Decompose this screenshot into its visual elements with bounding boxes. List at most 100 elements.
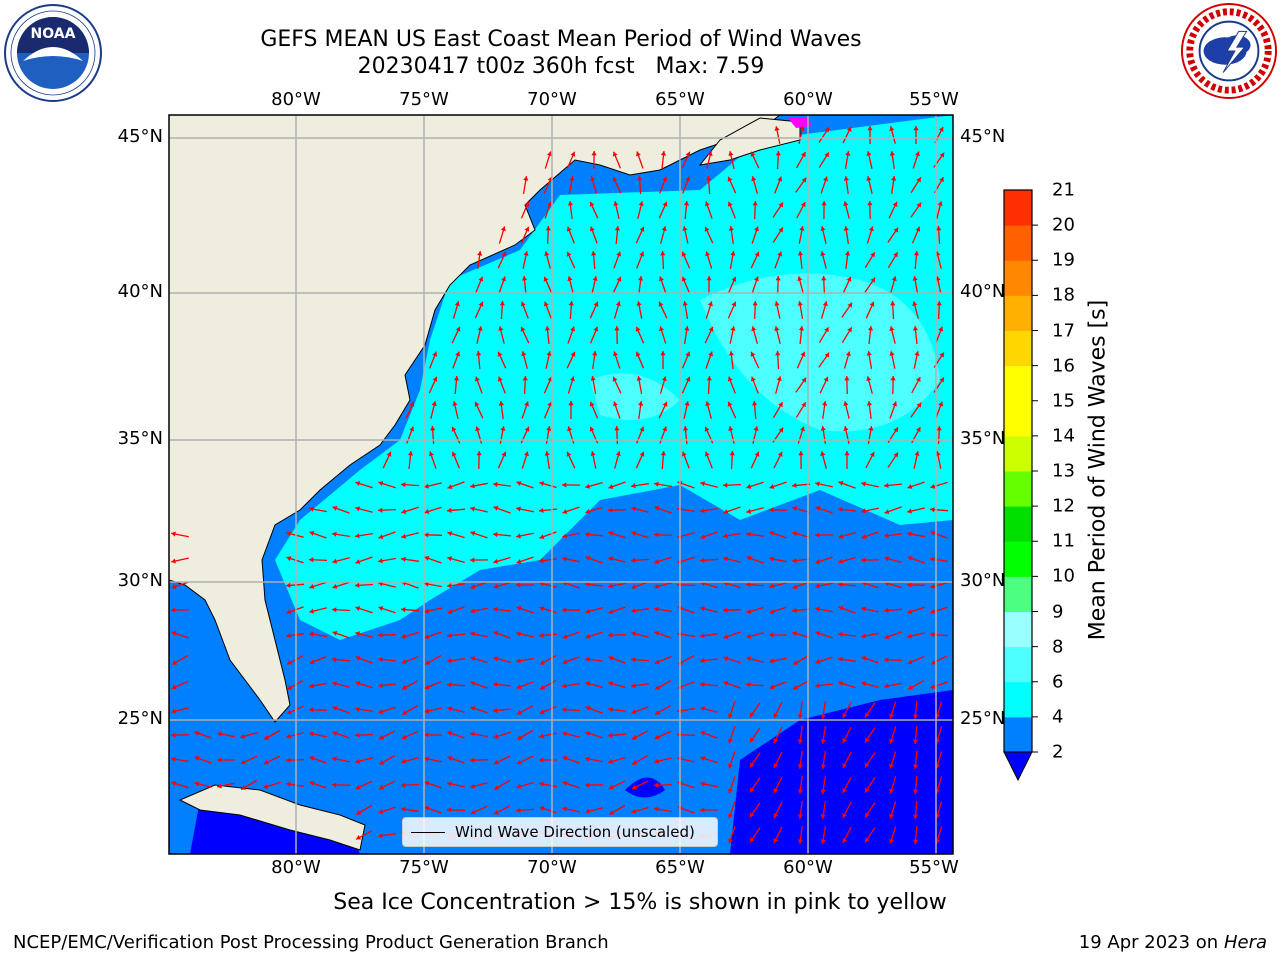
wind-arrow-head — [454, 301, 460, 307]
wind-arrow-head — [728, 426, 734, 432]
wind-arrow-head — [432, 351, 438, 357]
wind-arrow-head — [869, 301, 875, 307]
wind-arrow-head — [241, 785, 247, 790]
wind-arrow-head — [568, 401, 574, 406]
wind-arrow-head — [631, 557, 636, 563]
wind-arrow-head — [866, 351, 872, 356]
wind-arrow-head — [930, 632, 935, 638]
wind-arrow-head — [749, 812, 755, 818]
wind-arrow-head — [516, 559, 522, 564]
wind-arrow-head — [638, 276, 644, 281]
wind-arrow-head — [889, 738, 894, 744]
wind-arrow-head — [820, 814, 826, 819]
wind-arrow-head — [861, 606, 866, 612]
wind-arrow-head — [908, 685, 914, 690]
wind-arrow-head — [171, 584, 177, 589]
wind-arrow-head — [777, 176, 783, 182]
colorbar-cell — [1004, 225, 1032, 261]
wind-arrow-head — [608, 706, 613, 712]
wind-arrow-head — [820, 426, 826, 431]
wind-arrow-head — [935, 276, 941, 281]
lon-tick-bottom-80w: 80°W — [271, 857, 321, 878]
wind-arrow-head — [797, 739, 803, 744]
wind-arrow-head — [631, 584, 637, 589]
colorbar-label: 15 — [1052, 390, 1075, 412]
wind-arrow-head — [470, 706, 476, 711]
wind-arrow-head — [639, 451, 645, 457]
wind-arrow-head — [843, 226, 849, 231]
wind-arrow-head — [500, 426, 506, 431]
wind-arrow-head — [635, 326, 641, 332]
wind-arrow-head — [893, 227, 899, 233]
wind-arrow-head — [355, 706, 360, 712]
wind-arrow-head — [615, 451, 621, 457]
wind-arrow-head — [684, 401, 690, 406]
wind-arrow-head — [723, 681, 729, 686]
wind-arrow-head — [792, 531, 798, 537]
wind-arrow-head — [884, 556, 890, 562]
wind-arrow-head — [913, 789, 919, 794]
wind-arrow-head — [585, 782, 590, 788]
wind-arrow-head — [723, 607, 728, 613]
wind-arrow-head — [700, 657, 705, 664]
wind-arrow-head — [700, 756, 706, 761]
wind-arrow-head — [815, 683, 820, 689]
wind-arrow-head — [815, 606, 820, 612]
wind-arrow-head — [913, 814, 919, 819]
lon-tick-top-65w: 65°W — [655, 89, 705, 110]
wind-arrow-head — [754, 451, 760, 457]
wind-arrow-head — [447, 731, 453, 736]
wind-arrow-head — [355, 784, 361, 790]
wind-arrow-head — [861, 508, 866, 514]
colorbar-label: 2 — [1052, 741, 1064, 763]
legend-line-icon — [411, 831, 445, 833]
wind-arrow-head — [355, 533, 360, 539]
wind-arrow-head — [309, 707, 314, 713]
wind-arrow-head — [769, 507, 774, 513]
wind-arrow-head — [659, 276, 664, 282]
wind-arrow-head — [585, 808, 590, 814]
wind-arrow-head — [731, 276, 737, 282]
wind-arrow-head — [424, 532, 429, 538]
wind-arrow-head — [447, 632, 452, 638]
wind-arrow-head — [776, 376, 782, 382]
wind-arrow-head — [332, 558, 338, 564]
wind-arrow-head — [379, 760, 385, 765]
wind-arrow-head — [749, 712, 755, 718]
wind-arrow-head — [685, 376, 691, 382]
wind-arrow-head — [585, 656, 590, 662]
wind-arrow-head — [452, 401, 458, 406]
colorbar-label: 4 — [1052, 706, 1064, 728]
wind-arrow-head — [844, 376, 850, 381]
wind-arrow-head — [915, 151, 920, 157]
wind-arrow-head — [429, 451, 434, 457]
colorbar-frame — [1003, 189, 1033, 753]
wind-arrow-head — [913, 126, 919, 131]
wind-arrow-head — [801, 377, 807, 383]
wind-arrow-head — [402, 685, 408, 690]
wind-arrow-head — [401, 734, 407, 740]
wind-arrow-head — [729, 451, 735, 456]
wind-arrow-head — [309, 531, 315, 536]
wind-arrow-head — [730, 251, 736, 256]
wind-arrow-head — [723, 556, 728, 562]
wind-arrow-head — [547, 401, 553, 407]
wind-arrow-head — [356, 810, 362, 815]
wind-arrow-head — [746, 556, 752, 561]
wind-arrow-head — [494, 809, 499, 815]
wind-arrow-head — [913, 714, 919, 719]
wind-arrow-head — [683, 426, 689, 431]
wind-arrow-head — [332, 782, 337, 788]
wind-arrow-head — [470, 656, 476, 662]
wind-arrow-head — [838, 606, 844, 611]
lat-tick-right-45n: 45°N — [960, 126, 1006, 147]
colorbar-label: 19 — [1052, 249, 1075, 271]
wind-arrow-head — [723, 533, 728, 539]
wind-arrow-head — [774, 326, 780, 332]
wind-arrow-head — [861, 656, 867, 661]
wind-arrow-head — [447, 781, 452, 787]
wind-arrow-head — [591, 151, 597, 156]
wind-arrow-head — [931, 659, 936, 665]
wind-arrow-head — [778, 427, 784, 433]
wind-arrow-head — [477, 326, 483, 331]
